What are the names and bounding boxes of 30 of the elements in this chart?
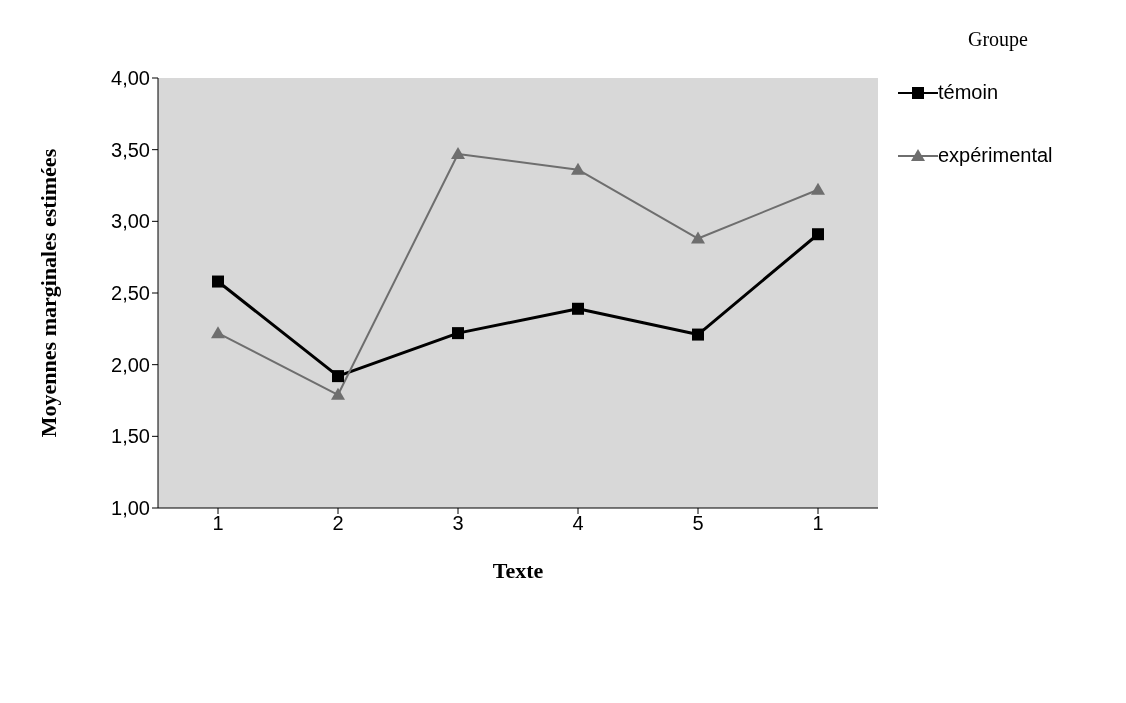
point — [452, 327, 464, 340]
x-tick-label: 2 — [332, 512, 344, 535]
point — [212, 275, 224, 288]
point — [332, 370, 344, 383]
x-tick-label: 3 — [452, 512, 464, 535]
y-tick-label: 1,00 — [111, 497, 150, 520]
legend-label: expérimental — [938, 144, 1053, 167]
x-axis-title: Texte — [492, 558, 544, 583]
y-axis-title: Moyennes marginales estimées — [35, 148, 61, 438]
x-tick-label: 1 — [812, 512, 824, 535]
point — [451, 146, 465, 159]
legend-label: témoin — [938, 81, 999, 104]
point — [811, 182, 825, 195]
point — [812, 228, 824, 241]
y-tick-label: 2,50 — [111, 282, 150, 305]
legend-title: Groupe — [968, 28, 1029, 51]
point — [571, 162, 585, 175]
x-tick-label: 5 — [692, 512, 704, 535]
point — [211, 326, 225, 339]
point — [691, 231, 705, 244]
y-tick-label: 4,00 — [111, 67, 150, 90]
y-tick-label: 2,00 — [111, 353, 150, 376]
point — [572, 302, 584, 315]
x-tick-label: 1 — [212, 512, 224, 535]
y-tick-label: 3,00 — [111, 210, 150, 233]
point — [331, 387, 345, 400]
y-tick-label: 1,50 — [111, 425, 150, 448]
y-tick-label: 3,50 — [111, 138, 150, 161]
point — [692, 328, 704, 341]
x-tick-label: 4 — [572, 512, 584, 535]
